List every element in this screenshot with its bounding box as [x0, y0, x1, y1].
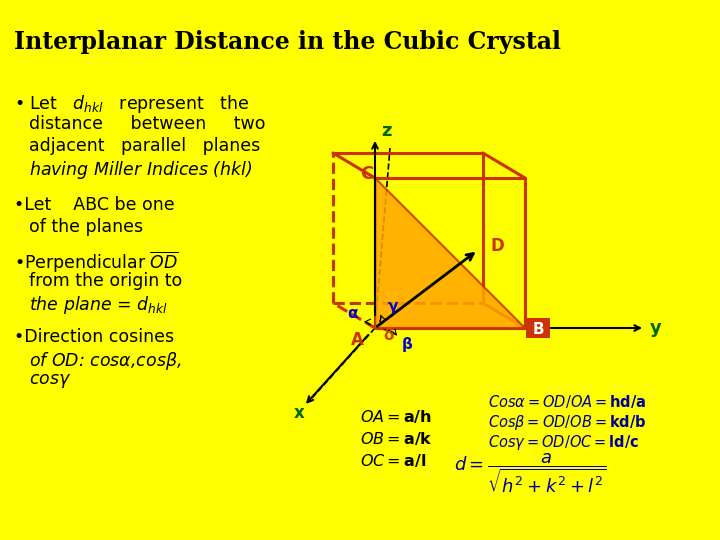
- Polygon shape: [375, 178, 525, 328]
- Text: from the origin to: from the origin to: [29, 272, 182, 290]
- Text: $cos\gamma$: $cos\gamma$: [29, 372, 71, 390]
- Text: •Perpendicular $\overline{OD}$: •Perpendicular $\overline{OD}$: [14, 250, 179, 275]
- Text: Interplanar Distance in the Cubic Crystal: Interplanar Distance in the Cubic Crysta…: [14, 30, 561, 54]
- Text: β: β: [402, 336, 413, 352]
- Text: the plane = $d_{hkl}$: the plane = $d_{hkl}$: [29, 294, 168, 316]
- Text: $Cos\beta = OD/OB = \mathbf{kd/b}$: $Cos\beta = OD/OB = \mathbf{kd/b}$: [488, 413, 647, 432]
- FancyBboxPatch shape: [526, 318, 550, 338]
- Text: of OD: $cos\alpha$,$cos\beta$,: of OD: $cos\alpha$,$cos\beta$,: [29, 350, 181, 372]
- Text: adjacent   parallel   planes: adjacent parallel planes: [29, 137, 260, 155]
- Text: •Let    ABC be one: •Let ABC be one: [14, 196, 175, 214]
- Text: γ: γ: [388, 299, 398, 314]
- Text: δ: δ: [384, 328, 394, 343]
- Text: distance     between     two: distance between two: [29, 115, 266, 133]
- Text: D: D: [490, 237, 504, 255]
- Text: x: x: [294, 404, 305, 422]
- Text: •: •: [14, 95, 24, 113]
- Text: $Cos\alpha = OD/OA = \mathbf{hd/a}$: $Cos\alpha = OD/OA = \mathbf{hd/a}$: [488, 393, 647, 410]
- Text: $d = \dfrac{a}{\sqrt{h^2 + k^2 + l^2}}$: $d = \dfrac{a}{\sqrt{h^2 + k^2 + l^2}}$: [454, 452, 606, 496]
- Text: α: α: [348, 307, 359, 321]
- Text: C: C: [361, 165, 374, 183]
- Text: $OB = \mathbf{a/k}$: $OB = \mathbf{a/k}$: [360, 430, 433, 447]
- Text: having Miller Indices ($hkl$): having Miller Indices ($hkl$): [29, 159, 253, 181]
- Text: $OA = \mathbf{a/h}$: $OA = \mathbf{a/h}$: [360, 408, 432, 425]
- Text: y: y: [650, 319, 662, 337]
- Text: B: B: [532, 322, 544, 338]
- Text: z: z: [381, 122, 392, 140]
- Text: of the planes: of the planes: [29, 218, 143, 236]
- Text: A: A: [351, 331, 364, 349]
- Text: $OC = \mathbf{a/l}$: $OC = \mathbf{a/l}$: [360, 452, 426, 469]
- Text: Let   $d_{hkl}$   represent   the: Let $d_{hkl}$ represent the: [29, 93, 250, 115]
- Text: $Cos\gamma= OD/OC = \mathbf{ld/c}$: $Cos\gamma= OD/OC = \mathbf{ld/c}$: [488, 433, 639, 452]
- Text: •Direction cosines: •Direction cosines: [14, 328, 174, 346]
